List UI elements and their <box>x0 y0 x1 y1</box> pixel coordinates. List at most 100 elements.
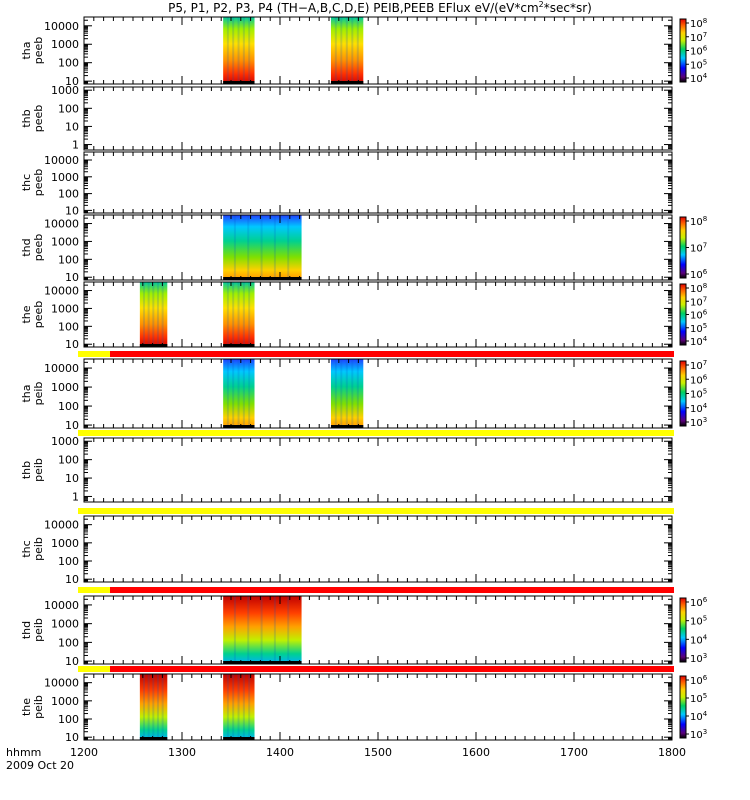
colorbar-exponent: 7 <box>703 359 707 367</box>
title-tail: *sec*sr) <box>544 1 592 15</box>
colorbar-exponent: 3 <box>703 728 707 736</box>
panel-frame <box>83 673 673 741</box>
x-axis-label-hhmm: hhmm <box>6 746 41 759</box>
colorbar-label: 107 <box>690 295 707 308</box>
y-tick-label: 1000 <box>51 618 79 631</box>
spectrogram-burst-0 <box>223 17 255 84</box>
y-tick-label: 10 <box>65 204 79 217</box>
y-label-product: peib <box>32 382 45 406</box>
y-label-probe: thc <box>20 540 33 557</box>
y-label-probe: thb <box>20 461 33 479</box>
colorbar-base: 10 <box>690 598 703 609</box>
quality-flag-bar <box>78 430 674 436</box>
colorbar-base: 10 <box>690 676 703 687</box>
y-tick-label: 1000 <box>51 235 79 248</box>
panel-thb-peeb: 1000 100 10 1 thbpeeb <box>20 84 673 152</box>
quality-flag-yellow <box>78 587 110 593</box>
colorbar-base: 10 <box>690 654 703 665</box>
colorbar-label: 105 <box>690 615 707 628</box>
colorbar-exponent: 8 <box>703 282 707 290</box>
y-tick-label: 10 <box>65 655 79 668</box>
colorbar-label: 104 <box>690 633 708 646</box>
colorbar-base: 10 <box>690 337 703 348</box>
colorbar-label: 105 <box>690 692 707 705</box>
y-axis-label: thdpeib <box>20 618 45 642</box>
colorbar-base: 10 <box>690 217 703 228</box>
colorbar-exponent: 6 <box>703 596 708 604</box>
colorbar <box>679 283 687 346</box>
y-axis-label: thcpeeb <box>20 169 45 197</box>
y-tick-label: 100 <box>58 102 79 115</box>
panel-thc-peeb: 10000 1000 100 10 thcpeeb <box>20 151 673 217</box>
y-label-product: peeb <box>32 169 45 197</box>
y-label-product: peeb <box>32 234 45 262</box>
panel-frame <box>83 281 673 348</box>
colorbar-label: 104 <box>690 710 708 723</box>
colorbar-base: 10 <box>690 617 703 628</box>
panel-thb-peib: 1000 100 10 1 thbpeib <box>20 430 674 503</box>
colorbar-exponent: 4 <box>703 72 708 80</box>
x-axis: hhmm 2009 Oct 20 1200 1300 1400 1500 1600 170… <box>6 746 686 772</box>
burst-edge-marker <box>330 425 364 428</box>
y-axis-label: thbpeeb <box>20 105 45 133</box>
quality-flag-yellow <box>78 351 110 357</box>
quality-flag-red <box>110 587 674 593</box>
y-label-product: peib <box>32 695 45 719</box>
spectrogram-burst-0 <box>223 359 255 428</box>
y-label-product: peeb <box>32 105 45 133</box>
y-axis-label: thcpeib <box>20 537 45 561</box>
panel-frame <box>83 86 673 151</box>
colorbar-base: 10 <box>690 33 703 44</box>
colorbar-base: 10 <box>690 47 703 58</box>
y-tick-label: 1000 <box>51 435 79 448</box>
burst-edge-marker <box>330 81 364 84</box>
y-tick-label: 1000 <box>51 695 79 708</box>
colorbar-exponent: 7 <box>703 242 707 250</box>
colorbar-base: 10 <box>690 270 703 281</box>
colorbar-label: 106 <box>690 373 708 386</box>
y-axis-label: thapeeb <box>20 37 45 65</box>
colorbar-label: 107 <box>690 359 707 372</box>
y-tick-label: 10000 <box>44 285 79 298</box>
colorbar-exponent: 8 <box>703 215 707 223</box>
panel-frame <box>83 151 673 214</box>
colorbar-base: 10 <box>690 404 703 415</box>
colorbar-label: 105 <box>690 388 707 401</box>
colorbar-base: 10 <box>690 284 703 295</box>
colorbar-exponent: 3 <box>703 416 707 424</box>
colorbar-label: 107 <box>690 31 707 44</box>
y-tick-label: 10 <box>65 419 79 432</box>
x-tick-label: 1200 <box>70 746 98 759</box>
panel-thc-peib: 10000 1000 100 10 thcpeib <box>20 508 674 586</box>
burst-edge-marker <box>223 661 302 664</box>
colorbar-exponent: 3 <box>703 652 707 660</box>
panel-frame <box>83 515 673 583</box>
colorbar-label: 103 <box>690 728 707 741</box>
y-tick-label: 10000 <box>44 20 79 33</box>
colorbar-label: 108 <box>690 215 707 228</box>
colorbar-label: 106 <box>690 268 708 281</box>
colorbar-label: 104 <box>690 72 708 85</box>
y-label-product: peib <box>32 537 45 561</box>
colorbar-exponent: 4 <box>703 402 708 410</box>
y-label-product: peeb <box>32 37 45 65</box>
y-label-product: peeb <box>32 301 45 329</box>
colorbar-exponent: 5 <box>703 615 707 623</box>
colorbar-base: 10 <box>690 60 703 71</box>
colorbar-exponent: 8 <box>703 17 707 25</box>
colorbar-exponent: 7 <box>703 295 707 303</box>
spectrogram-burst-1 <box>223 282 255 347</box>
y-tick-label: 1000 <box>51 537 79 550</box>
colorbar <box>679 597 687 663</box>
colorbar-base: 10 <box>690 694 703 705</box>
y-tick-label: 100 <box>58 636 79 649</box>
panel-frame <box>83 358 673 429</box>
y-tick-label: 10 <box>65 75 79 88</box>
colorbar-base: 10 <box>690 418 703 429</box>
y-tick-label: 100 <box>58 713 79 726</box>
panel-frame <box>83 214 673 281</box>
quality-flag-bar <box>78 508 674 514</box>
